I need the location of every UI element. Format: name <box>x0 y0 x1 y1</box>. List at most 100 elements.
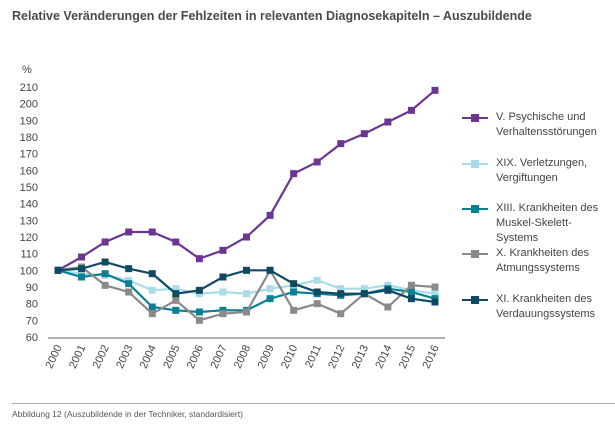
y-tick-label: 120 <box>20 232 38 244</box>
y-tick-label: 110 <box>20 249 38 261</box>
data-point <box>266 285 274 293</box>
data-point <box>360 285 368 293</box>
data-point <box>101 270 109 278</box>
x-tick-label: 2002 <box>91 343 112 370</box>
y-tick-label: 210 <box>20 82 38 94</box>
data-point <box>290 288 298 296</box>
data-point <box>195 255 203 263</box>
y-tick-label: 140 <box>20 199 38 211</box>
data-point <box>101 258 109 266</box>
y-tick-label: 80 <box>26 299 38 311</box>
data-point <box>148 286 156 294</box>
data-point <box>219 246 227 254</box>
chart-title: Relative Veränderungen der Fehlzeiten in… <box>12 9 532 23</box>
legend-swatch <box>462 114 488 122</box>
x-tick-label: 2010 <box>279 343 300 370</box>
legend-label: V. Psychische und Verhaltensstörungen <box>496 111 597 138</box>
y-tick-label: 70 <box>26 315 38 327</box>
legend-label: XIII. Krankheiten des Muskel-Skelett-Syst… <box>496 202 599 244</box>
x-tick-label: 2012 <box>326 343 347 370</box>
y-tick-label: 150 <box>20 182 38 194</box>
data-point <box>337 290 345 298</box>
data-point <box>78 265 86 273</box>
x-tick-label: 2016 <box>420 343 441 370</box>
data-point <box>125 280 133 288</box>
data-point <box>407 295 415 303</box>
x-tick-label: 2011 <box>303 343 324 370</box>
x-tick-label: 2001 <box>67 343 88 370</box>
data-point <box>78 253 86 261</box>
legend-item: XIX. Verletzungen, Vergiftungen <box>462 156 587 186</box>
y-tick-label: 180 <box>20 132 38 144</box>
data-point <box>360 290 368 298</box>
data-point <box>243 266 250 274</box>
legend-swatch <box>462 205 488 213</box>
data-point <box>313 276 321 284</box>
y-tick-label: 160 <box>20 165 38 177</box>
y-tick-label: 200 <box>20 99 38 111</box>
data-point <box>407 281 415 289</box>
x-tick-label: 2004 <box>138 343 159 370</box>
x-tick-label: 2014 <box>373 343 394 370</box>
x-tick-label: 2007 <box>208 343 229 370</box>
x-tick-label: 2005 <box>161 343 182 370</box>
data-point <box>125 228 133 236</box>
legend-swatch <box>462 250 488 258</box>
data-point <box>101 238 109 246</box>
data-point <box>219 310 227 318</box>
y-tick-label: 190 <box>20 115 38 127</box>
data-point <box>431 290 439 298</box>
data-point <box>266 211 274 219</box>
data-point <box>148 270 156 278</box>
data-point <box>219 273 227 281</box>
data-point <box>431 86 439 94</box>
data-point <box>290 280 298 288</box>
data-point <box>360 130 368 138</box>
data-point <box>172 296 180 304</box>
data-point <box>219 288 227 296</box>
data-point <box>431 298 439 306</box>
figure-caption: Abbildung 12 (Auszubildende in der Techn… <box>12 409 243 419</box>
legend-swatch <box>462 296 488 304</box>
x-tick-label: 2003 <box>114 343 135 370</box>
footer-divider <box>12 403 615 404</box>
data-point <box>172 306 180 314</box>
chart-axes: % 60 70 80 90 100 110 120 130 140 150 160 170 180 190 2… <box>20 64 445 370</box>
y-axis-unit-label: % <box>22 64 32 76</box>
data-point <box>337 285 345 293</box>
data-point <box>266 295 274 303</box>
data-point <box>172 238 180 246</box>
legend-swatch <box>462 160 488 168</box>
line-chart: % 60 70 80 90 100 110 120 130 140 150 160 170 180 190 2… <box>20 64 445 370</box>
x-tick-label: 2008 <box>232 343 253 370</box>
data-point <box>313 158 321 166</box>
chart-series <box>54 86 439 324</box>
data-point <box>407 288 415 296</box>
legend-item: V. Psychische und Verhaltensstörungen <box>462 110 597 140</box>
x-tick-label: 2006 <box>185 343 206 370</box>
data-point <box>195 316 203 324</box>
data-point <box>243 290 250 298</box>
data-point <box>125 288 133 296</box>
data-point <box>266 266 274 274</box>
data-point <box>313 288 321 296</box>
data-point <box>148 228 156 236</box>
legend-item: XIII. Krankheiten des Muskel-Skelett-Syst… <box>462 201 612 246</box>
y-tick-label: 100 <box>20 265 38 277</box>
legend-item: X. Krankheiten des Atmungssystems <box>462 246 589 276</box>
data-point <box>337 310 345 318</box>
data-point <box>101 281 109 289</box>
data-point <box>243 233 250 241</box>
y-tick-label: 130 <box>20 215 38 227</box>
data-point <box>313 300 321 308</box>
y-tick-label: 170 <box>20 149 38 161</box>
data-point <box>148 310 156 318</box>
data-point <box>431 283 439 291</box>
x-tick-label: 2009 <box>256 343 277 370</box>
data-point <box>54 266 62 274</box>
data-point <box>148 303 156 311</box>
data-point <box>195 308 203 316</box>
data-point <box>172 290 180 298</box>
legend-label: X. Krankheiten des Atmungssystems <box>496 247 589 274</box>
y-tick-label: 60 <box>26 332 38 344</box>
